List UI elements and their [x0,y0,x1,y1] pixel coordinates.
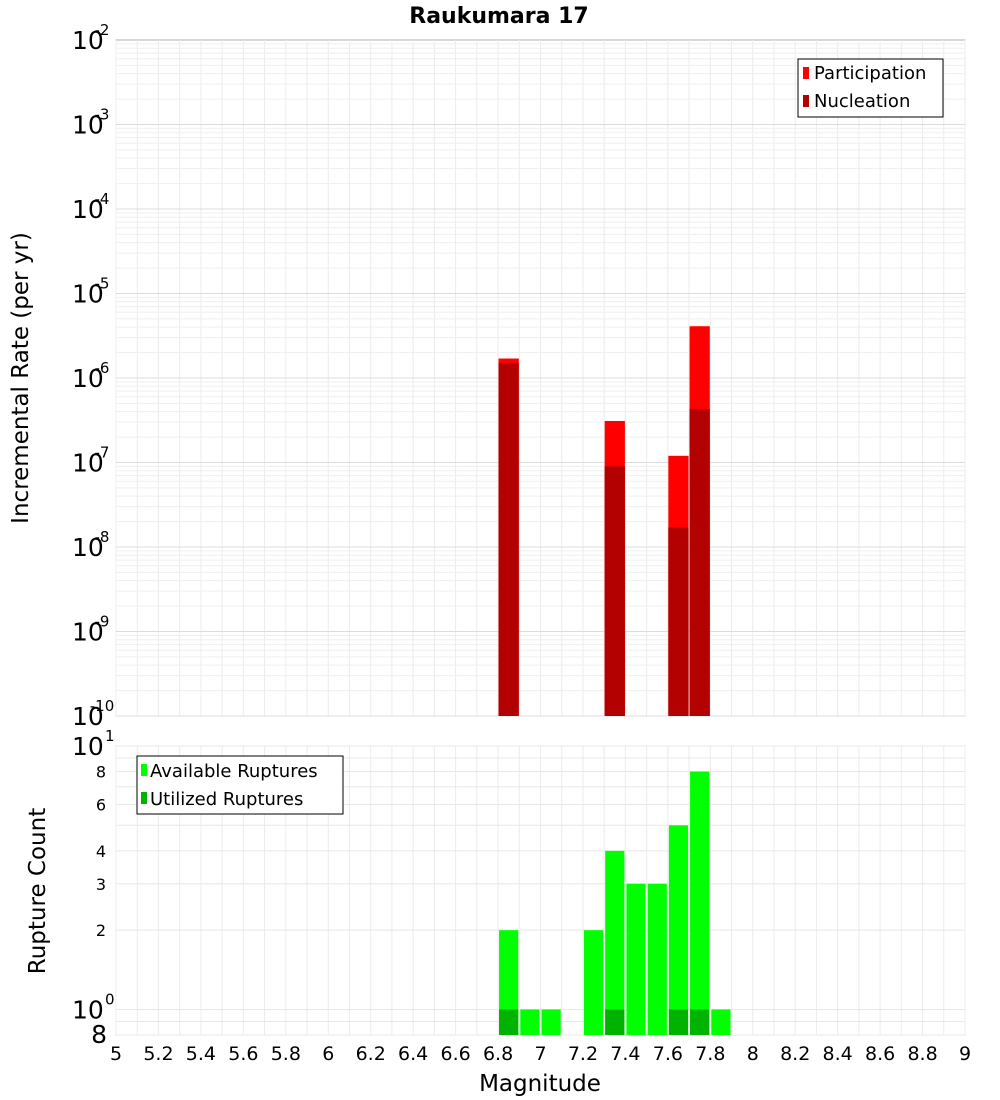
x-tick-label: 6.2 [356,1043,386,1065]
rate-y-tick-exp: -10 [90,697,115,715]
x-tick-label: 9 [959,1043,971,1065]
x-tick-label: 6 [322,1043,334,1065]
x-tick-label: 7.6 [653,1043,683,1065]
available-ruptures-bar [605,850,625,1035]
rate-y-tick-exp: -6 [95,359,110,377]
rate-y-tick-exp: -5 [95,275,110,293]
count-grid [115,745,966,1036]
x-tick-label: 7.4 [610,1043,640,1065]
nucleation-bar [498,363,519,716]
nucleation-legend-swatch [803,95,809,107]
available-ruptures-bar [541,1009,561,1035]
rate-y-tick-base: 10 [72,111,104,140]
x-tick-label: 8.8 [907,1043,937,1065]
rate-y-tick-base: 10 [72,195,104,224]
rate-y-tick-base: 10 [72,449,104,478]
count-y-tick-exp: 1 [105,727,115,745]
rate-y-tick-exp: -7 [95,444,110,462]
x-ticks: 5 5.2 5.4 5.6 5.8 6 6.2 6.4 6.6 6.8 7 7.2 7.4 7.6 7.8 8… [110,1043,971,1065]
x-tick-label: 7.8 [695,1043,725,1065]
utilized-legend-label: Utilized Ruptures [150,789,303,810]
available-ruptures-bar [626,883,646,1035]
count-y-tick-label: 3 [96,875,106,894]
x-tick-label: 8 [747,1043,759,1065]
x-tick-label: 5.8 [271,1043,301,1065]
x-tick-label: 7.2 [568,1043,598,1065]
utilized-ruptures-bar [499,1009,519,1035]
count-y-tick-label: 6 [96,795,106,814]
x-tick-label: 5.4 [186,1043,216,1065]
available-ruptures-bar [499,930,519,1035]
x-tick-label: 6.8 [483,1043,513,1065]
x-tick-label: 5 [110,1043,122,1065]
available-ruptures-bar [711,1009,731,1035]
x-tick-label: 6.4 [398,1043,428,1065]
rate-y-tick-base: 10 [72,280,104,309]
available-legend-swatch [141,764,147,776]
available-ruptures-bar [647,883,667,1035]
participation-legend-label: Participation [814,63,926,84]
count-legend: Available Ruptures Utilized Ruptures [136,755,344,815]
count-bars [499,771,731,1035]
nucleation-bar [604,466,625,716]
rate-y-tick-base: 10 [72,533,104,562]
rate-y-axis-label: Incremental Rate (per yr) [8,232,34,524]
rate-grid [115,40,966,717]
count-y-tick-base: 10 [72,732,104,761]
available-legend-label: Available Ruptures [150,761,318,782]
chart-title: Raukumara 17 [409,4,588,29]
rate-legend-box [797,58,944,118]
x-tick-label: 6.6 [440,1043,470,1065]
x-tick-label: 8.2 [780,1043,810,1065]
x-tick-label: 7 [534,1043,546,1065]
rate-legend: Participation Nucleation [797,58,944,118]
rate-y-tick-base: 10 [72,364,104,393]
rate-y-tick-base: 10 [72,618,104,647]
utilized-ruptures-bar [605,1009,625,1035]
count-y-tick-bottom: 8 [91,1020,107,1049]
rate-y-tick-base: 10 [72,26,104,55]
nucleation-legend-label: Nucleation [814,91,910,112]
count-y-tick-base: 10 [72,995,104,1024]
count-y-tick-label: 2 [96,921,106,940]
rate-y-tick-exp: -8 [95,528,110,546]
available-ruptures-bar [690,771,710,1035]
participation-legend-swatch [803,67,809,79]
count-y-tick-label: 4 [96,842,106,861]
rate-y-tick-base: 10 [72,702,104,731]
x-tick-label: 5.2 [143,1043,173,1065]
count-legend-box [136,755,344,815]
rate-bars [498,326,710,716]
utilized-ruptures-bar [668,1009,689,1035]
utilized-ruptures-bar [690,1009,710,1035]
count-y-tick-label: 8 [96,763,106,782]
x-tick-label: 8.4 [823,1043,853,1065]
available-ruptures-bar [520,1009,540,1035]
available-ruptures-bar [668,825,689,1035]
rate-y-tick-exp: -2 [95,21,110,39]
x-tick-label: 8.6 [865,1043,895,1065]
nucleation-bar [668,527,689,716]
rate-panel: 10-210-310-410-510-610-710-810-910-10 In… [8,21,966,731]
x-tick-label: 5.6 [228,1043,258,1065]
utilized-legend-swatch [141,792,147,804]
rate-y-tick-exp: -4 [95,190,110,208]
rate-y-ticks: 10-210-310-410-510-610-710-810-910-10 [72,21,114,731]
count-y-tick-exp: 0 [105,990,115,1008]
rate-y-tick-exp: -9 [95,613,110,631]
nucleation-bar [689,408,710,716]
rate-y-tick-exp: -3 [95,106,110,124]
count-y-axis-label: Rupture Count [25,808,51,974]
available-ruptures-bar [583,930,604,1035]
x-axis-label: Magnitude [479,1071,601,1097]
